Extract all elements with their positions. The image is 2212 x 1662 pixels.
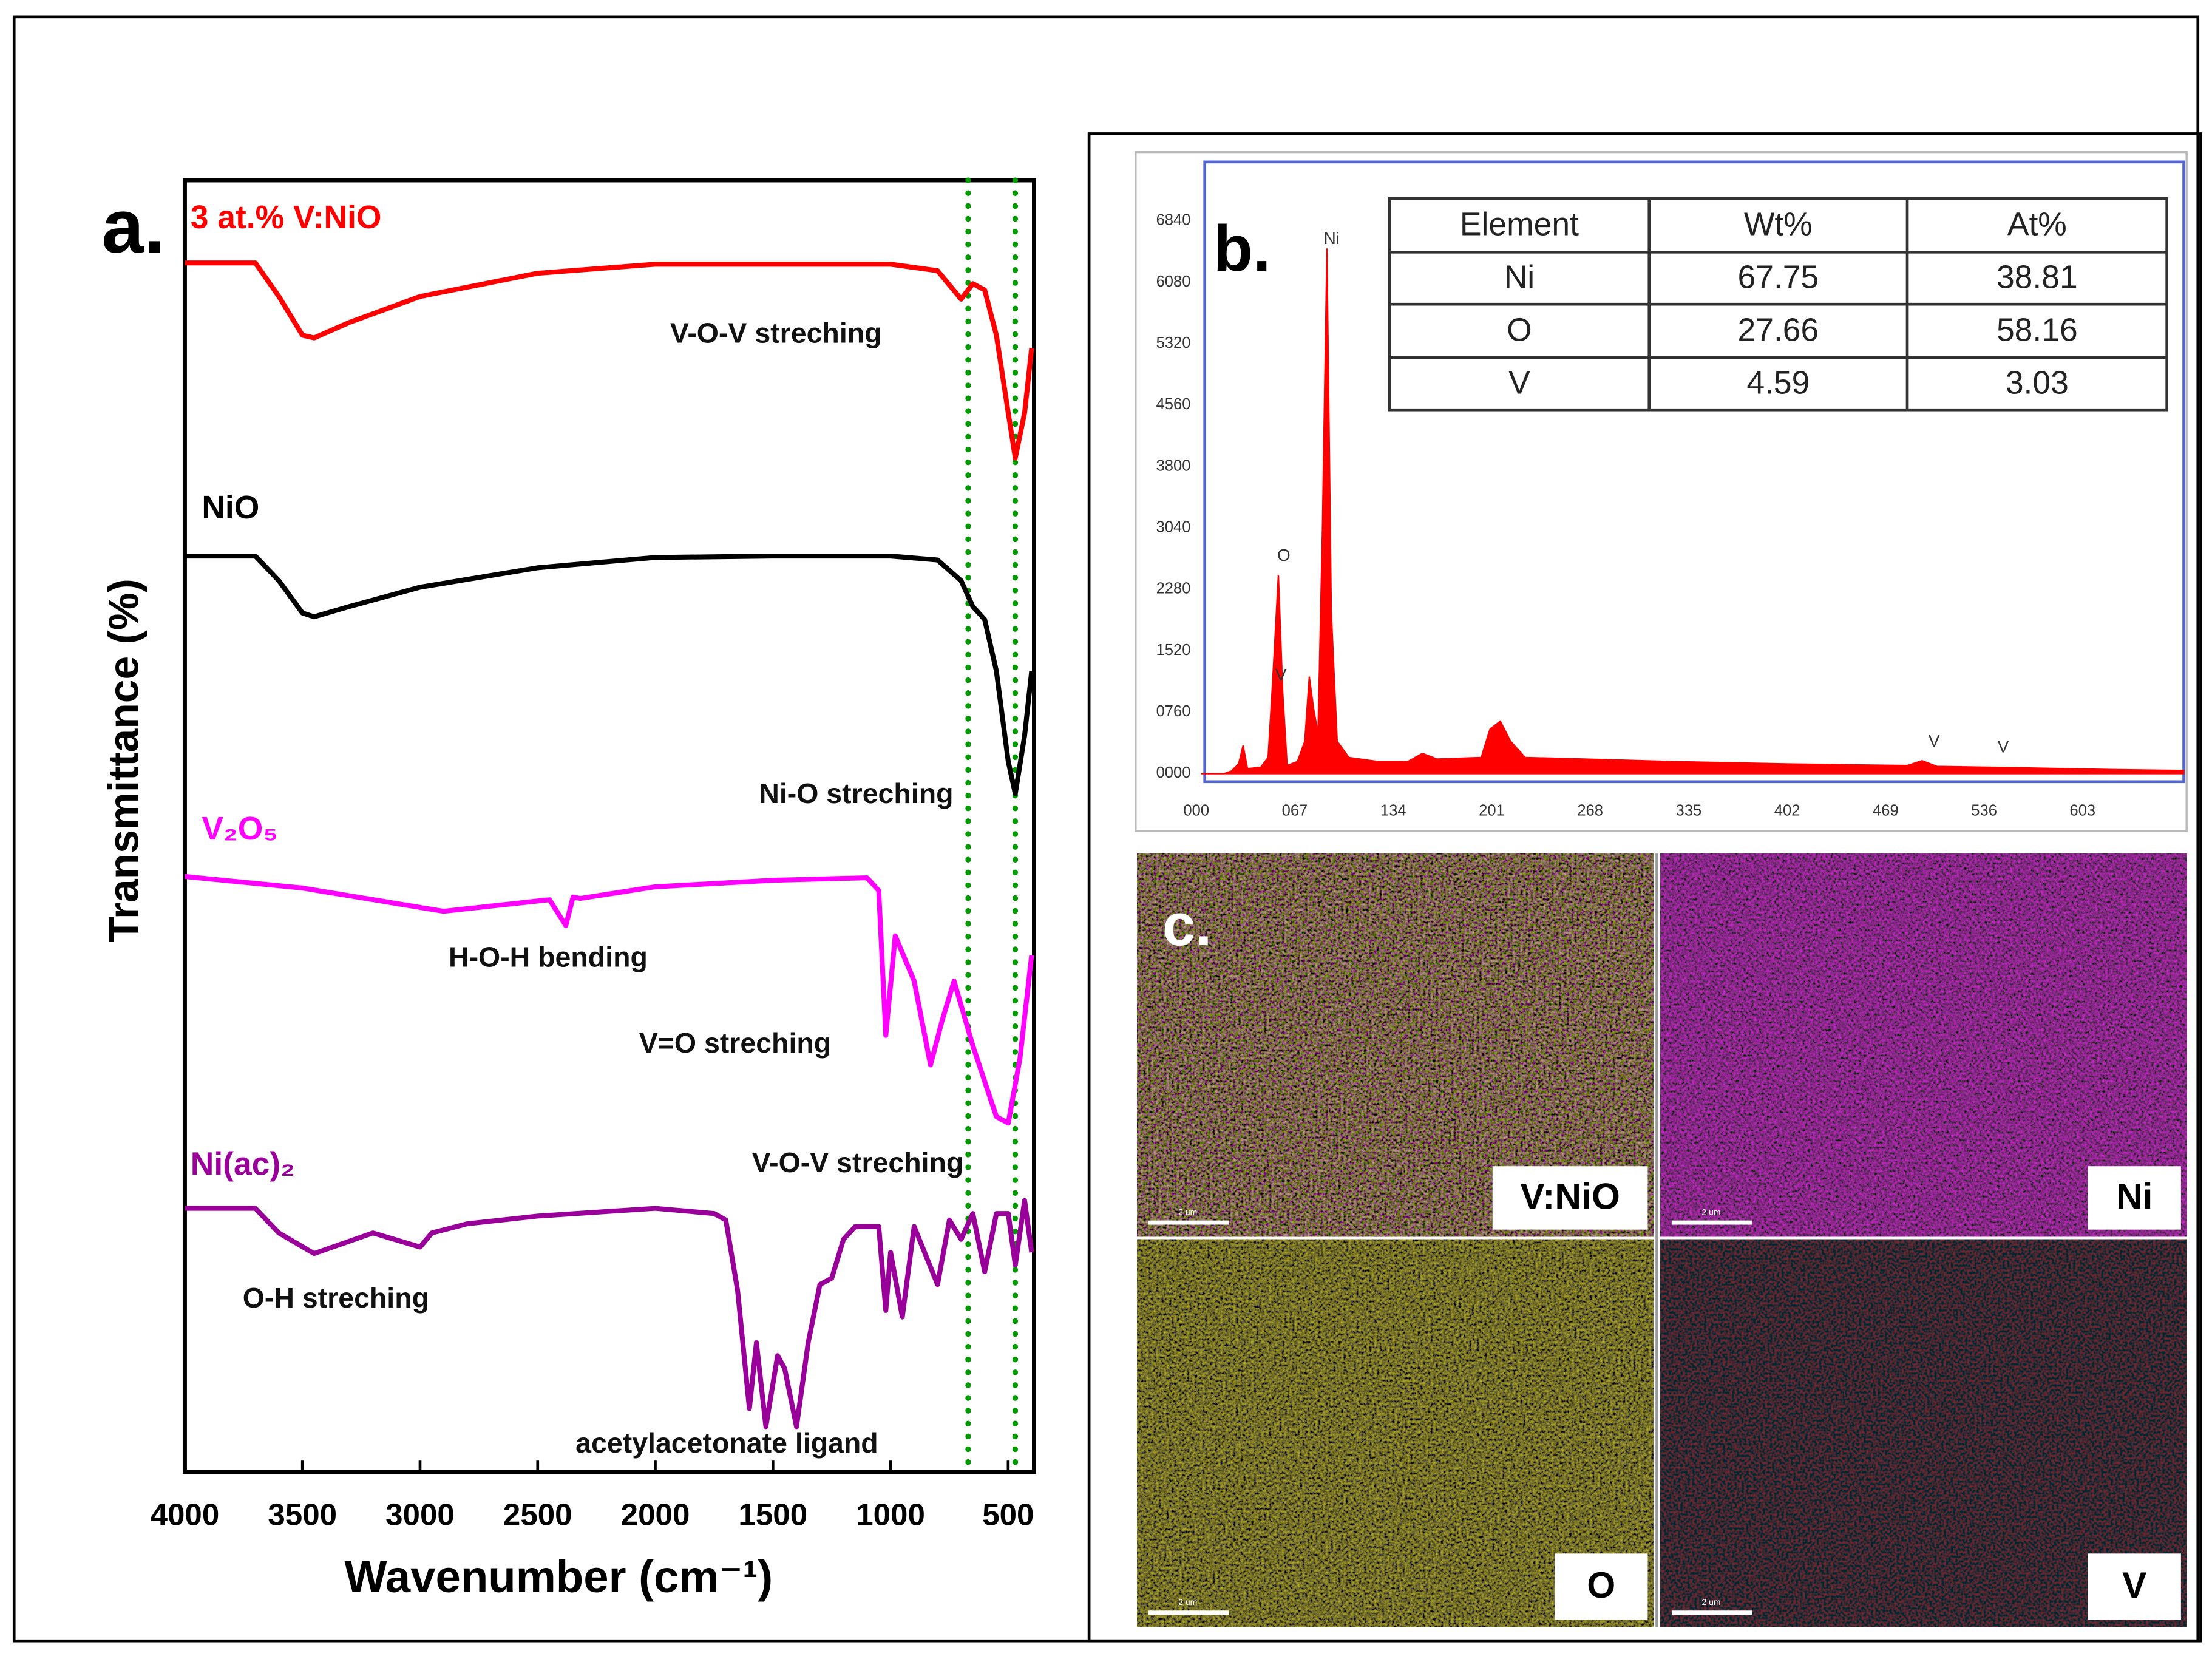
x-axis-label: Wavenumber (cm⁻¹): [344, 1552, 773, 1602]
annotation: V=O streching: [639, 1027, 831, 1059]
scale-bar-label: 2 um: [1701, 1597, 1720, 1607]
x-tick-label: 603: [2070, 802, 2096, 819]
eds-plot-frame: [1203, 160, 2185, 784]
x-tick-label: 3500: [268, 1497, 337, 1532]
annotation: V-O-V streching: [752, 1147, 964, 1178]
x-tick-label: 2500: [503, 1497, 572, 1532]
spectrum-line: [185, 260, 1034, 461]
table-cell: Ni: [1504, 260, 1535, 296]
y-tick-label: 0000: [1156, 764, 1191, 781]
x-tick-label: 000: [1183, 802, 1209, 819]
spectrum-area: [1201, 248, 2185, 775]
peak-label: V: [1929, 731, 1940, 750]
y-tick-label: 2280: [1156, 580, 1191, 597]
table-cell: V: [1508, 365, 1530, 401]
right-panel-frame: [1087, 132, 2202, 1643]
y-tick-label: 1520: [1156, 642, 1191, 659]
x-tick-label: 2000: [621, 1497, 690, 1532]
table-cell: 27.66: [1738, 313, 1819, 348]
x-tick-label: 067: [1282, 802, 1308, 819]
annotation: Ni-O streching: [759, 778, 953, 809]
spectrum-line: [185, 1198, 1034, 1430]
y-tick-label: 5320: [1156, 334, 1191, 351]
map-label: V: [2122, 1564, 2146, 1606]
series-label: V₂O₅: [202, 811, 277, 847]
peak-label: Ni: [1324, 229, 1340, 248]
x-tick-label: 134: [1380, 802, 1406, 819]
x-tick-label: 1000: [856, 1497, 925, 1532]
table-cell: 67.75: [1738, 260, 1819, 296]
panel-label: b.: [1213, 212, 1271, 285]
panel-label: a.: [101, 183, 165, 269]
annotation: O-H streching: [243, 1282, 429, 1314]
y-tick-label: 6840: [1156, 212, 1191, 229]
table-header: At%: [2007, 207, 2067, 243]
table-cell: 58.16: [1997, 313, 2078, 348]
table-cell: 38.81: [1997, 260, 2078, 296]
spectrum-line: [185, 873, 1034, 1126]
x-tick-label: 201: [1479, 802, 1505, 819]
table-header: Element: [1460, 207, 1579, 243]
map-label: O: [1587, 1564, 1615, 1606]
x-tick-label: 4000: [151, 1497, 220, 1532]
map-label: V:NiO: [1520, 1176, 1620, 1217]
annotation: H-O-H bending: [449, 941, 648, 972]
map-label: Ni: [2116, 1176, 2153, 1217]
y-tick-label: 0760: [1156, 703, 1191, 720]
y-tick-label: 6080: [1156, 273, 1191, 290]
table-cell: O: [1507, 313, 1532, 348]
peak-label: V: [1998, 737, 2009, 756]
x-tick-label: 3000: [385, 1497, 455, 1532]
series-label: NiO: [202, 490, 259, 526]
y-axis-label: Transmittance (%): [100, 578, 148, 942]
series-label: Ni(ac)₂: [191, 1146, 295, 1182]
x-tick-label: 469: [1873, 802, 1899, 819]
plot-frame: [182, 178, 1036, 1474]
table-cell: 4.59: [1746, 365, 1810, 401]
map-label-box: [2088, 1553, 2181, 1620]
annotation: acetylacetonate ligand: [575, 1427, 878, 1459]
peak-label: O: [1277, 546, 1291, 565]
table-cell: 3.03: [2006, 365, 2069, 401]
x-tick-label: 536: [1971, 802, 1997, 819]
table-header: Wt%: [1744, 207, 1813, 243]
scale-bar-label: 2 um: [1178, 1597, 1197, 1607]
x-tick-label: 402: [1774, 802, 1800, 819]
map-label-box: [2088, 1166, 2181, 1230]
peak-label: V: [1275, 665, 1287, 684]
x-tick-label: 500: [982, 1497, 1034, 1532]
scale-bar-label: 2 um: [1178, 1207, 1197, 1217]
annotation: V-O-V streching: [670, 317, 882, 349]
y-tick-label: 3040: [1156, 519, 1191, 536]
x-tick-label: 268: [1577, 802, 1603, 819]
series-label: 3 at.% V:NiO: [191, 200, 382, 236]
y-tick-label: 3800: [1156, 457, 1191, 474]
scale-bar-label: 2 um: [1701, 1207, 1720, 1217]
spectrum-line: [185, 554, 1034, 796]
x-tick-label: 1500: [738, 1497, 807, 1532]
map-label-box: [1492, 1166, 1648, 1230]
map-label-box: [1555, 1553, 1648, 1620]
y-tick-label: 4560: [1156, 396, 1191, 413]
panel-label: c.: [1162, 892, 1212, 958]
x-tick-label: 335: [1676, 802, 1702, 819]
